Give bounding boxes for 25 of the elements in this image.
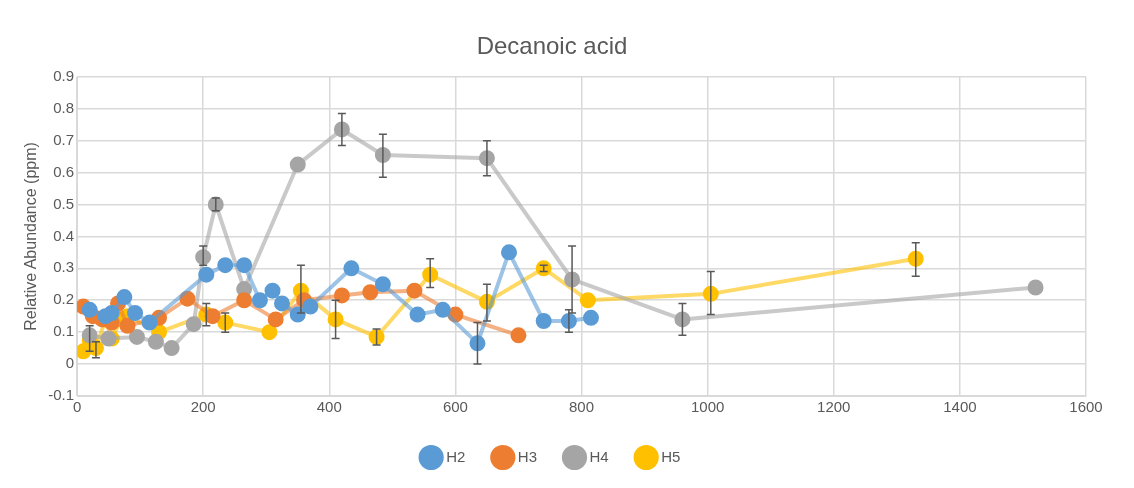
y-tick-label: 0.7 <box>53 130 75 148</box>
y-tick-label: -0.1 <box>48 386 75 404</box>
x-tick-label: 1200 <box>817 398 851 416</box>
y-tick-label: 0.3 <box>53 258 75 276</box>
x-tick-label: 200 <box>190 398 216 416</box>
y-tick-label: 0.5 <box>53 194 75 212</box>
y-tick-label: 0 <box>65 354 75 372</box>
y-tick-label: 0.6 <box>53 162 75 180</box>
x-tick-label: 600 <box>442 398 468 416</box>
legend-label: H4 <box>589 447 609 465</box>
chart-title: Decanoic acid <box>476 32 628 60</box>
y-tick-label: 0.2 <box>53 290 75 308</box>
y-tick-label: 0.4 <box>53 226 75 244</box>
x-tick-label: 800 <box>569 398 595 416</box>
legend-label: H2 <box>446 447 466 465</box>
y-axis-title: Relative Abundance (ppm) <box>22 142 40 331</box>
legend-label: H3 <box>517 447 538 465</box>
y-tick-label: 0.9 <box>53 66 75 84</box>
x-tick-label: 1400 <box>943 398 977 416</box>
y-tick-label: 0.1 <box>53 322 75 340</box>
legend-label: H5 <box>661 447 681 465</box>
x-tick-label: 1600 <box>1069 398 1103 416</box>
x-tick-label: 400 <box>316 398 342 416</box>
y-tick-label: 0.8 <box>53 98 75 116</box>
x-tick-label: 1000 <box>690 398 725 416</box>
